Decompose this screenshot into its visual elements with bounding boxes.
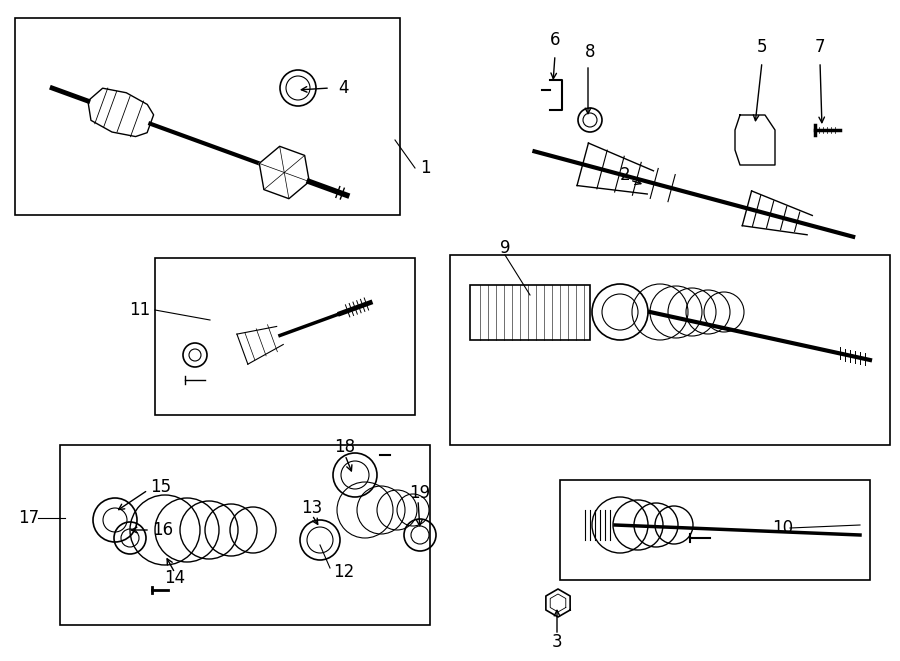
Bar bbox=[15, 18, 400, 215]
Text: 1: 1 bbox=[420, 159, 430, 177]
Bar bbox=[560, 480, 870, 580]
Text: 11: 11 bbox=[129, 301, 150, 319]
Bar bbox=[60, 445, 430, 625]
Bar bbox=[470, 285, 590, 340]
Text: 7: 7 bbox=[814, 38, 825, 56]
Text: 16: 16 bbox=[152, 521, 173, 539]
Text: 19: 19 bbox=[410, 484, 430, 502]
Text: 10: 10 bbox=[772, 519, 793, 537]
Text: 2: 2 bbox=[620, 166, 630, 184]
Text: 9: 9 bbox=[500, 239, 510, 257]
Text: 13: 13 bbox=[302, 499, 322, 517]
Text: 17: 17 bbox=[18, 509, 39, 527]
Polygon shape bbox=[259, 146, 310, 199]
Text: 6: 6 bbox=[550, 31, 560, 49]
Text: 12: 12 bbox=[333, 563, 355, 581]
Text: 3: 3 bbox=[552, 633, 562, 651]
Bar bbox=[155, 258, 415, 415]
Bar bbox=[450, 255, 890, 445]
Text: 8: 8 bbox=[585, 43, 595, 61]
Text: 4: 4 bbox=[338, 79, 348, 97]
Polygon shape bbox=[735, 115, 775, 165]
Polygon shape bbox=[546, 589, 570, 617]
Text: 18: 18 bbox=[335, 438, 356, 456]
Text: 15: 15 bbox=[150, 478, 171, 496]
Text: 14: 14 bbox=[165, 569, 185, 587]
Text: 5: 5 bbox=[757, 38, 767, 56]
